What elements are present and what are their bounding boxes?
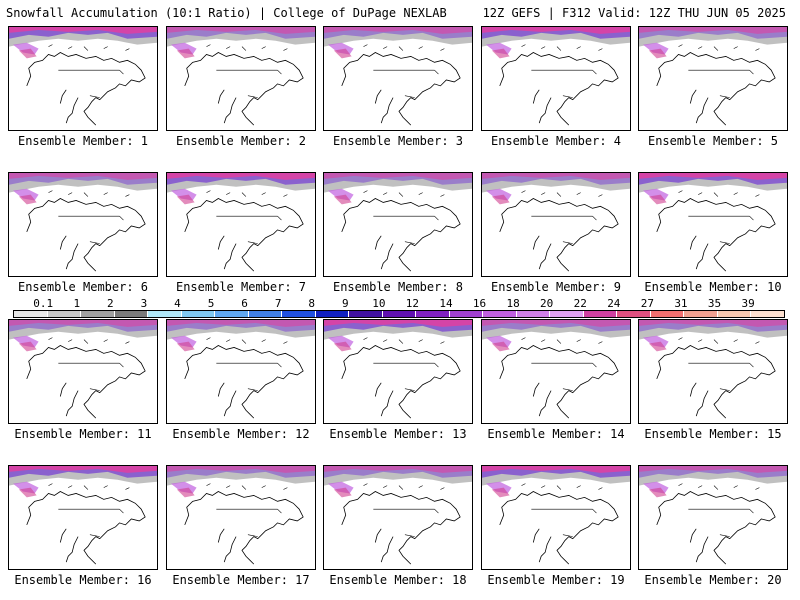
colorbar-tick-label: 12 <box>405 297 420 310</box>
colorbar-segment <box>717 311 752 317</box>
colorbar-tick-label: 16 <box>472 297 487 310</box>
colorbar-tick-label: 1 <box>73 297 81 310</box>
colorbar-segment <box>382 311 417 317</box>
colorbar-segment <box>248 311 283 317</box>
colorbar-tick-label: 3 <box>140 297 148 310</box>
colorbar-tick-label: 0.1 <box>33 297 54 310</box>
colorbar-tick-label: 2 <box>107 297 114 310</box>
ensemble-member-label: Ensemble Member: 2 <box>175 134 307 148</box>
colorbar-tick-label: 22 <box>573 297 587 310</box>
ensemble-map-panel <box>481 319 631 424</box>
colorbar-tick-label: 39 <box>741 297 755 310</box>
colorbar-segment <box>684 311 718 317</box>
ensemble-map-panel <box>166 319 316 424</box>
ensemble-map-panel <box>323 172 473 277</box>
ensemble-member-label: Ensemble Member: 16 <box>14 573 152 587</box>
ensemble-member-label: Ensemble Member: 20 <box>644 573 782 587</box>
colorbar-tick-label: 18 <box>506 297 520 310</box>
ensemble-member-label: Ensemble Member: 14 <box>487 427 625 441</box>
ensemble-map-panel <box>323 26 473 131</box>
colorbar-tick-label: 24 <box>607 297 621 310</box>
ensemble-map-panel <box>8 172 158 277</box>
ensemble-map-panel <box>638 172 788 277</box>
page-title: Snowfall Accumulation (10:1 Ratio) | Col… <box>6 6 447 20</box>
ensemble-map-panel <box>166 465 316 570</box>
ensemble-member-label: Ensemble Member: 19 <box>487 573 625 587</box>
ensemble-map-panel <box>166 172 316 277</box>
colorbar-segment <box>516 311 551 317</box>
colorbar-segment <box>416 311 450 317</box>
ensemble-map-panel <box>638 465 788 570</box>
header: Snowfall Accumulation (10:1 Ratio) | Col… <box>0 0 800 24</box>
colorbar-segment <box>14 311 48 317</box>
ensemble-map-panel <box>8 26 158 131</box>
colorbar-tick-label: 8 <box>308 297 316 310</box>
ensemble-map-panel <box>323 319 473 424</box>
ensemble-map-panel <box>638 319 788 424</box>
ensemble-member-label: Ensemble Member: 15 <box>644 427 782 441</box>
ensemble-member-label: Ensemble Member: 18 <box>329 573 467 587</box>
colorbar-segment <box>148 311 182 317</box>
run-valid-time: 12Z GEFS | F312 Valid: 12Z THU JUN 05 20… <box>482 6 786 20</box>
ensemble-member-label: Ensemble Member: 10 <box>644 280 782 294</box>
colorbar-tick-label: 31 <box>674 297 688 310</box>
colorbar-labels: 0.1 1 2 3 4 5 6 7 8 9 10 12 14 16 18 20 22 24 27 31 35 39 <box>13 297 785 310</box>
ensemble-map-panel <box>8 319 158 424</box>
colorbar-segment <box>483 311 517 317</box>
ensemble-map-panel <box>481 465 631 570</box>
colorbar-tick-label: 14 <box>439 297 453 310</box>
colorbar-segment <box>81 311 115 317</box>
colorbar-tick-label: 10 <box>372 297 386 310</box>
ensemble-map-panel <box>8 465 158 570</box>
ensemble-member-label: Ensemble Member: 5 <box>647 134 779 148</box>
ensemble-member-label: Ensemble Member: 13 <box>329 427 467 441</box>
colorbar-segment <box>650 311 685 317</box>
ensemble-map-panel <box>323 465 473 570</box>
colorbar-tick-label: 9 <box>341 297 349 310</box>
ensemble-map-panel <box>481 172 631 277</box>
colorbar-segment <box>215 311 249 317</box>
colorbar-segment <box>449 311 484 317</box>
colorbar-tick-label: 4 <box>174 297 181 310</box>
ensemble-member-label: Ensemble Member: 12 <box>172 427 310 441</box>
ensemble-member-label: Ensemble Member: 11 <box>14 427 152 441</box>
colorbar-tick-label: 27 <box>640 297 654 310</box>
colorbar-segment <box>282 311 316 317</box>
ensemble-member-label: Ensemble Member: 17 <box>172 573 310 587</box>
colorbar-segment <box>617 311 651 317</box>
colorbar <box>13 310 785 318</box>
ensemble-map-panel <box>481 26 631 131</box>
ensemble-member-label: Ensemble Member: 3 <box>332 134 464 148</box>
colorbar-segment <box>583 311 618 317</box>
ensemble-map-panel <box>638 26 788 131</box>
ensemble-map-panel <box>166 26 316 131</box>
ensemble-member-label: Ensemble Member: 7 <box>175 280 307 294</box>
colorbar-segment <box>349 311 383 317</box>
colorbar-tick-label: 6 <box>241 297 248 310</box>
colorbar-tick-label: 5 <box>207 297 215 310</box>
colorbar-segment <box>751 311 784 317</box>
colorbar-segment <box>550 311 584 317</box>
colorbar-segment <box>181 311 216 317</box>
colorbar-tick-label: 35 <box>707 297 722 310</box>
ensemble-member-label: Ensemble Member: 4 <box>490 134 622 148</box>
colorbar-segment <box>114 311 149 317</box>
colorbar-segment <box>315 311 350 317</box>
colorbar-tick-label: 7 <box>274 297 282 310</box>
colorbar-segment <box>47 311 82 317</box>
ensemble-member-label: Ensemble Member: 6 <box>17 280 149 294</box>
ensemble-member-label: Ensemble Member: 1 <box>17 134 149 148</box>
ensemble-member-label: Ensemble Member: 9 <box>490 280 622 294</box>
colorbar-tick-label: 20 <box>540 297 554 310</box>
ensemble-member-label: Ensemble Member: 8 <box>332 280 464 294</box>
